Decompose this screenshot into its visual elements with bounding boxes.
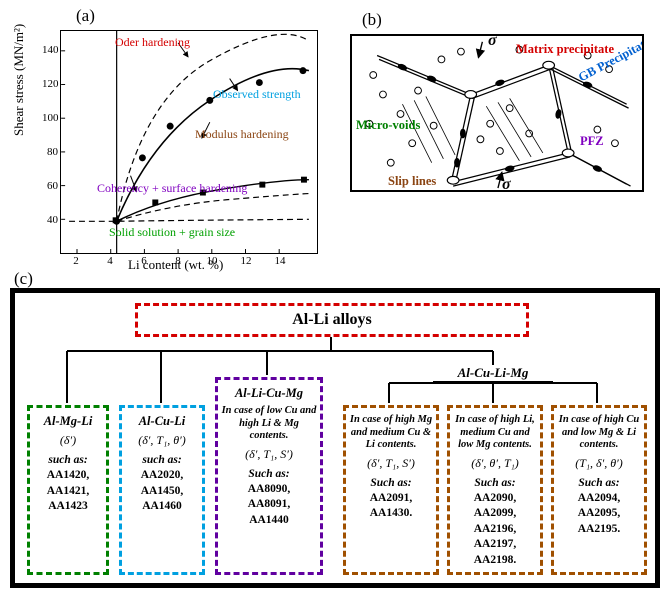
- chart-svg: [61, 31, 317, 253]
- panel-b: (b): [346, 10, 650, 200]
- x-tick: 4: [102, 255, 118, 267]
- panel-a: (a) Shear stress (MN/m²) Li content (wt.…: [14, 6, 330, 276]
- group-phases: (T₁, δ′, θ′): [556, 456, 642, 471]
- group-phases: (δ′): [32, 433, 104, 448]
- chart-plot-area: Oder hardening Observed strength Modulus…: [60, 30, 318, 254]
- label-slip: Slip lines: [388, 174, 436, 189]
- x-tick: 8: [170, 255, 186, 267]
- group-phases: (δ′, T₁, S′): [348, 456, 434, 471]
- group-such-as: such as:: [32, 454, 104, 466]
- panel-c-label: (c): [14, 269, 33, 289]
- group-such-as: such as:: [124, 454, 200, 466]
- panel-c: Al-Li alloys Al-Cu-Li-Mg Al-Mg-Li (δ′) suc…: [10, 288, 660, 588]
- group-subtitle: In case of high Cu and low Mg & Li conte…: [556, 414, 642, 452]
- hierarchy-bracket: [15, 337, 655, 407]
- y-tick: 80: [42, 146, 58, 158]
- group-examples: AA2094,AA2095,AA2195.: [556, 491, 642, 538]
- y-tick: 40: [42, 214, 58, 226]
- label-pfz: PFZ: [580, 134, 604, 149]
- x-tick: 6: [136, 255, 152, 267]
- group-phases: (δ′, T₁, S′): [220, 447, 318, 462]
- alloy-group-box: Al-Mg-Li (δ′) such as: AA1420,AA1421,AA1423: [27, 405, 109, 575]
- curve-label-coherency: Coherency + surface hardening: [97, 181, 247, 196]
- label-micro: Micro-voids: [356, 118, 420, 133]
- group-subtitle: In case of low Cu and high Li & Mg conte…: [220, 405, 318, 443]
- group-such-as: Such as:: [220, 468, 318, 480]
- group-subtitle: In case of high Li, medium Cu and low Mg…: [452, 414, 538, 452]
- group-such-as: Such as:: [348, 477, 434, 489]
- label-matrix: Matrix precipitate: [516, 42, 614, 57]
- diagram-box: Matrix precipitate GB Precipitate Micro-…: [350, 34, 644, 192]
- group-examples: AA2020,AA1450,AA1460: [124, 468, 200, 515]
- label-sigma2: σ: [502, 176, 511, 192]
- alloys-title: Al-Li alloys: [292, 311, 372, 329]
- alloy-group-box: In case of high Li, medium Cu and low Mg…: [447, 405, 543, 575]
- alloy-group-box: Al-Cu-Li (δ′, T₁, θ′) such as: AA2020,AA145…: [119, 405, 205, 575]
- curve-label-order: Oder hardening: [115, 35, 190, 50]
- y-tick: 60: [42, 180, 58, 192]
- group-phases: (δ′, T₁, θ′): [124, 433, 200, 448]
- group-subtitle: In case of high Mg and medium Cu & Li co…: [348, 414, 434, 452]
- super-label-alculimg: Al-Cu-Li-Mg: [433, 365, 553, 383]
- group-phases: (δ′, θ′, T₁): [452, 456, 538, 471]
- x-tick: 12: [238, 255, 254, 267]
- y-tick: 140: [42, 44, 58, 56]
- group-examples: AA8090,AA8091,AA1440: [220, 482, 318, 529]
- group-title: Al-Mg-Li: [32, 414, 104, 429]
- panel-b-label: (b): [362, 10, 382, 30]
- x-tick: 14: [272, 255, 288, 267]
- curve-label-modulus: Modulus hardening: [195, 127, 289, 142]
- y-tick: 100: [42, 112, 58, 124]
- alloy-group-box: Al-Li-Cu-Mg In case of low Cu and high Li…: [215, 377, 323, 575]
- alloys-title-box: Al-Li alloys: [135, 303, 529, 337]
- curve-label-observed: Observed strength: [213, 87, 301, 102]
- y-tick: 120: [42, 78, 58, 90]
- group-examples: AA2090,AA2099,AA2196,AA2197,AA2198.: [452, 491, 538, 569]
- curve-label-solid: Solid solution + grain size: [109, 225, 235, 240]
- group-title: Al-Li-Cu-Mg: [220, 386, 318, 401]
- label-sigma1: σ: [488, 34, 497, 50]
- group-such-as: Such as:: [556, 477, 642, 489]
- group-examples: AA2091,AA1430.: [348, 491, 434, 522]
- group-such-as: Such as:: [452, 477, 538, 489]
- x-tick: 2: [68, 255, 84, 267]
- alloy-group-box: In case of high Mg and medium Cu & Li co…: [343, 405, 439, 575]
- panel-a-label: (a): [76, 6, 95, 26]
- group-examples: AA1420,AA1421,AA1423: [32, 468, 104, 515]
- alloy-group-box: In case of high Cu and low Mg & Li conte…: [551, 405, 647, 575]
- group-title: Al-Cu-Li: [124, 414, 200, 429]
- y-axis-label: Shear stress (MN/m²): [11, 24, 27, 136]
- x-tick: 10: [204, 255, 220, 267]
